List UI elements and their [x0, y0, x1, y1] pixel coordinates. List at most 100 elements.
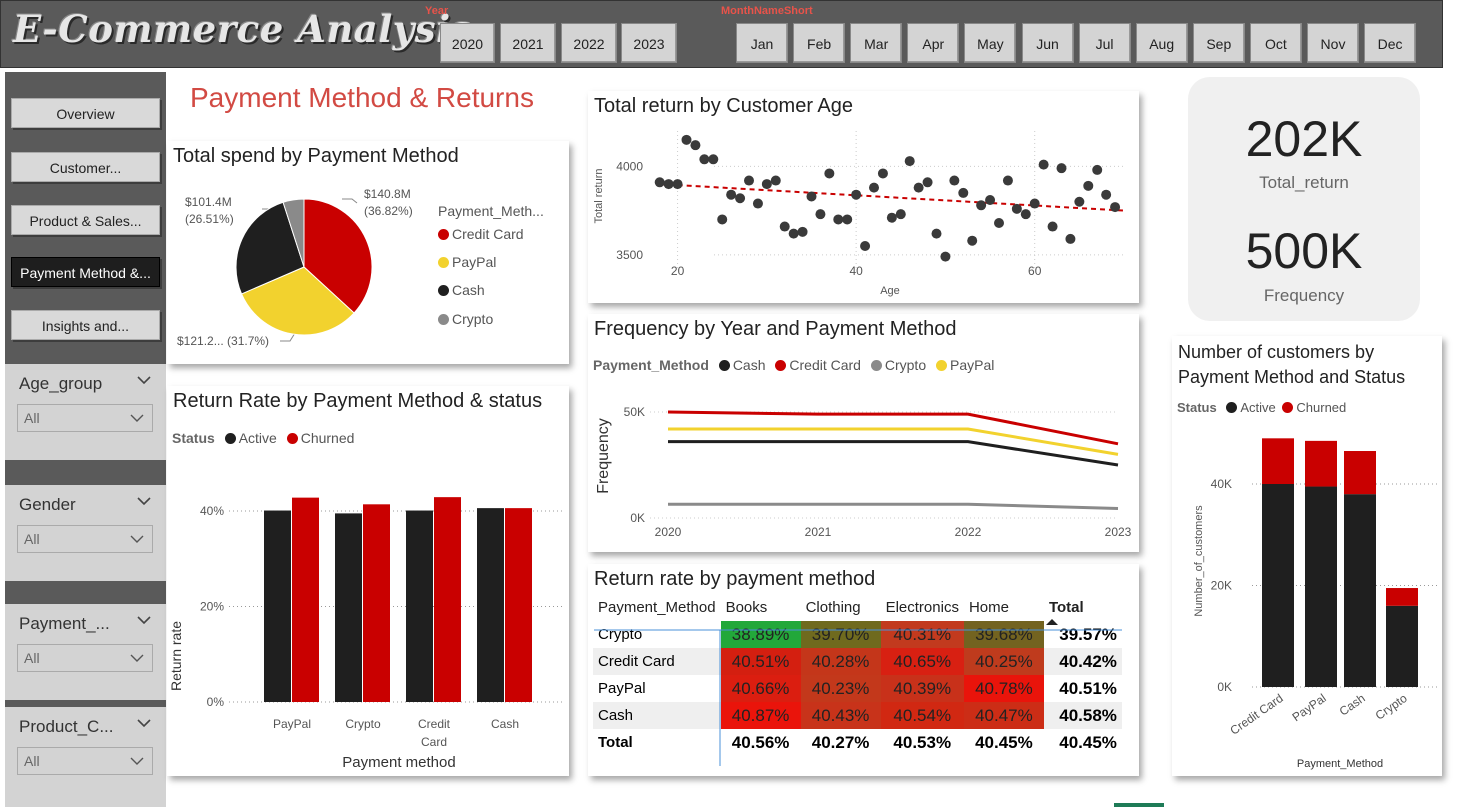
pie-legend-crypto[interactable]: Crypto [438, 311, 493, 327]
scatter-point[interactable] [869, 182, 879, 193]
scatter-point[interactable] [994, 218, 1004, 228]
return-rate-legend-churned[interactable]: Churned [300, 430, 355, 446]
scatter-point[interactable] [1065, 233, 1076, 244]
scatter-point[interactable] [913, 182, 924, 193]
matrix-row-credit-card[interactable]: Credit Card 40.51% 40.28% 40.65% 40.25% 40.42… [593, 648, 1122, 675]
scatter-point[interactable] [681, 134, 692, 145]
scatter-point[interactable] [752, 198, 763, 209]
scatter-point[interactable] [779, 221, 790, 232]
line-legend-crypto[interactable]: Crypto [884, 357, 927, 373]
scatter-point[interactable] [690, 140, 701, 151]
return-rate-bar-active[interactable] [335, 513, 362, 702]
return-rate-bar-churned[interactable] [363, 504, 390, 702]
scatter-point[interactable] [1074, 196, 1085, 207]
pie-chart-card[interactable]: Total spend by Payment Method $140.8M (3… [167, 141, 569, 364]
pie-slice-cash[interactable] [235, 201, 305, 295]
month-feb-button[interactable]: Feb [793, 23, 846, 63]
matrix-cell[interactable]: 38.89% [720, 621, 801, 648]
scatter-point[interactable] [1056, 163, 1067, 174]
matrix-row-paypal[interactable]: PayPal 40.66% 40.23% 40.39% 40.78% 40.51% [593, 675, 1122, 702]
year-2022-button[interactable]: 2022 [561, 23, 617, 63]
nav-customer-button[interactable]: Customer... [11, 152, 160, 182]
scatter-point[interactable] [1029, 198, 1040, 209]
filter-product-category-dropdown[interactable]: All [17, 747, 153, 775]
matrix-cell[interactable]: 40.31% [880, 621, 964, 648]
month-jul-button[interactable]: Jul [1078, 23, 1131, 63]
chevron-down-icon[interactable] [136, 372, 152, 388]
matrix-row-crypto[interactable]: Crypto 38.89% 39.70% 40.31% 39.68% 39.57% [593, 621, 1122, 648]
customers-stacked-card[interactable]: Number of customers by Payment Method an… [1172, 336, 1442, 776]
line-chart-card[interactable]: Frequency by Year and Payment Method Pay… [588, 314, 1139, 552]
scatter-point[interactable] [860, 241, 871, 251]
scatter-point[interactable] [1110, 202, 1121, 213]
pie-legend-paypal[interactable]: PayPal [438, 254, 496, 270]
line-legend-paypal[interactable]: PayPal [950, 357, 995, 373]
matrix-cell[interactable]: 39.70% [800, 621, 881, 648]
month-aug-button[interactable]: Aug [1135, 23, 1188, 63]
customers-bar-churned[interactable] [1344, 451, 1376, 495]
nav-payment-method-button[interactable]: Payment Method &... [11, 257, 160, 287]
pie-slice-credit-card[interactable] [303, 198, 373, 314]
scatter-point[interactable] [842, 214, 853, 225]
matrix-cell[interactable]: 40.28% [800, 648, 881, 675]
pie-legend-cash[interactable]: Cash [438, 282, 485, 298]
matrix-cell[interactable]: 40.23% [800, 675, 881, 702]
scatter-point[interactable] [904, 156, 915, 167]
customers-bar-churned[interactable] [1386, 588, 1418, 606]
return-rate-bar-churned[interactable] [505, 508, 532, 702]
filter-payment-dropdown[interactable]: All [17, 644, 153, 672]
scatter-point[interactable] [1002, 175, 1013, 186]
scatter-point[interactable] [761, 179, 772, 190]
customers-bar-active[interactable] [1386, 605, 1418, 687]
scatter-point[interactable] [1083, 180, 1094, 191]
scatter-point[interactable] [824, 168, 835, 179]
line-series-paypal[interactable] [668, 427, 1119, 456]
line-legend-cash[interactable]: Cash [732, 357, 766, 373]
matrix-cell[interactable]: 40.78% [963, 675, 1044, 702]
scatter-point[interactable] [788, 228, 799, 239]
month-dec-button[interactable]: Dec [1364, 23, 1417, 63]
customers-bar-churned[interactable] [1262, 438, 1294, 484]
year-2020-button[interactable]: 2020 [440, 23, 495, 63]
matrix-row-cash[interactable]: Cash 40.87% 40.43% 40.54% 40.47% 40.58% [593, 702, 1122, 729]
matrix-col-electronics[interactable]: Electronics [885, 599, 959, 616]
matrix-cell[interactable]: 40.25% [963, 648, 1044, 675]
nav-insights-button[interactable]: Insights and... [11, 310, 160, 340]
filter-age-group-dropdown[interactable]: All [17, 404, 153, 432]
matrix-card[interactable]: Return rate by payment method Payment_Me… [588, 564, 1139, 776]
line-series-credit-card[interactable] [667, 410, 1119, 446]
scatter-point[interactable] [663, 179, 674, 190]
return-rate-bar-card[interactable]: Return Rate by Payment Method & status S… [167, 386, 569, 776]
scatter-point[interactable] [735, 193, 746, 204]
pie-slice-paypal[interactable] [240, 266, 355, 336]
pie-slice-crypto[interactable] [282, 198, 305, 268]
return-rate-bar-churned[interactable] [292, 497, 319, 702]
scatter-point[interactable] [726, 189, 737, 200]
matrix-cell[interactable]: 40.65% [880, 648, 964, 675]
scatter-point[interactable] [833, 214, 844, 225]
scatter-point[interactable] [708, 154, 719, 165]
scatter-point[interactable] [1038, 159, 1049, 170]
month-sep-button[interactable]: Sep [1192, 23, 1245, 63]
matrix-cell[interactable]: 40.66% [720, 675, 801, 702]
matrix-cell[interactable]: 40.87% [720, 702, 801, 729]
customers-legend-active[interactable]: Active [1240, 400, 1276, 415]
customers-legend-churned[interactable]: Churned [1296, 400, 1347, 415]
scatter-point[interactable] [654, 177, 665, 188]
scatter-point[interactable] [931, 228, 942, 239]
scatter-point[interactable] [949, 175, 960, 186]
month-apr-button[interactable]: Apr [907, 23, 960, 63]
nav-overview-button[interactable]: Overview [11, 98, 160, 128]
matrix-cell[interactable]: 40.47% [963, 702, 1044, 729]
year-2021-button[interactable]: 2021 [500, 23, 556, 63]
scatter-point[interactable] [717, 214, 728, 225]
chevron-down-icon[interactable] [136, 715, 152, 731]
matrix-col-home[interactable]: Home [968, 599, 1009, 616]
return-rate-bar-active[interactable] [477, 508, 504, 702]
line-series-cash[interactable] [668, 440, 1119, 467]
matrix-col-clothing[interactable]: Clothing [805, 599, 861, 616]
matrix-cell[interactable]: 40.51% [720, 648, 801, 675]
line-series-crypto[interactable] [668, 502, 1119, 510]
scatter-point[interactable] [1101, 189, 1112, 200]
customers-bar-active[interactable] [1262, 484, 1294, 687]
